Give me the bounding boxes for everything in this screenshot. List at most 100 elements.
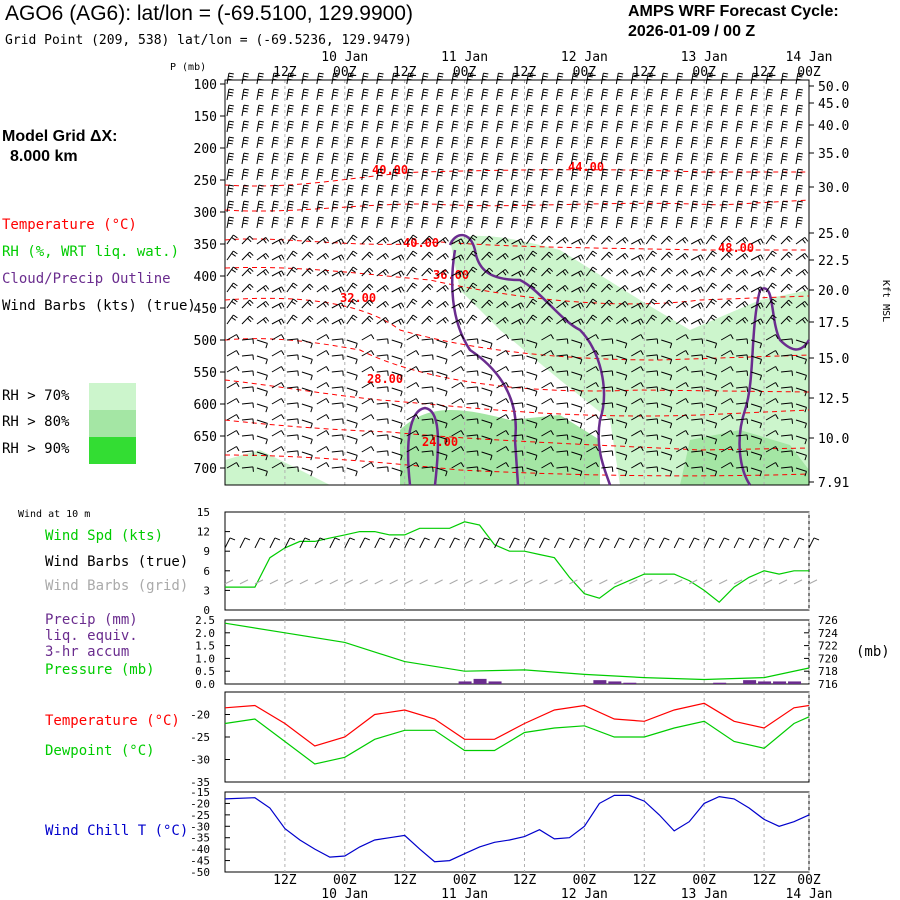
wind-barb-flag [546,237,551,243]
wind-barb-flag [243,91,249,94]
wind-barb-shaft [586,366,597,373]
wind-barb-shaft [556,402,568,405]
wind-barb-shaft [436,153,440,165]
wind-barb-flag [722,152,729,155]
wind-barb-flag [363,168,369,171]
wind-barb [780,88,788,101]
wind-barb [705,168,714,181]
wind-barb-flag [579,391,583,397]
wind-barb-flag [578,256,582,261]
wind-barb-flag [244,537,251,541]
wind-barb [331,270,345,277]
wind-barb-flag [767,168,773,171]
wind-barb-flag [678,104,684,107]
wind-barb-flag [325,301,330,306]
wind-barb-flag [662,203,668,206]
wind-barb [361,88,369,101]
wind-barb-flag [714,343,718,349]
wind-barb-flag [452,206,458,209]
wind-barb-flag [603,184,609,187]
wind-barb-shaft [556,354,568,357]
wind-barb-flag [557,219,563,222]
wind-barb-flag [767,219,773,222]
wind-barb-flag [712,314,717,319]
wind-barb [646,402,659,408]
wind-barb-shaft [376,217,380,229]
wind-barb-flag [624,301,629,306]
wind-barb-shaft [780,434,793,437]
wind-barb-flag [521,418,524,424]
wind-barb-shaft [256,339,268,344]
wind-barb [496,136,504,149]
wind-barb-flag [682,238,687,244]
wind-barb-flag [362,190,368,193]
wind-barb-grid-shaft [763,579,773,585]
wind-barb [750,302,764,309]
wind-barb [691,434,704,440]
wind-barb-flag [452,126,458,129]
wind-barb [226,334,240,341]
wind-barb [571,318,584,325]
wind-barb-flag [781,222,787,225]
wind-barb-shaft [586,414,597,421]
wind-barb [389,537,400,549]
wind-barb-flag [348,184,354,187]
wind-barb-flag [737,104,744,107]
wind-barb-shaft [780,267,790,277]
wind-barb-flag [348,216,354,219]
wind-barb-shaft [750,185,754,197]
wind-barb-flag [287,142,293,145]
wind-barb-flag [445,407,448,413]
wind-barb-flag [546,285,551,291]
wind-barb-shaft [331,302,342,309]
wind-barb-shaft [571,435,583,440]
wind-barb-flag [578,288,582,293]
wind-barb-flag [265,439,268,445]
wind-barb-flag [366,301,372,307]
wind-barb-shaft [720,430,731,437]
wind-barb-flag [445,375,448,381]
wind-barb-flag [624,407,628,413]
wind-barb-flag [602,158,608,161]
wind-barb-flag [322,286,327,292]
wind-barb [331,318,345,325]
wind-barb [331,152,339,165]
wind-barb-flag [498,104,504,107]
wind-barb-flag [589,537,595,541]
wind-barb-flag [606,253,611,259]
wind-barb-shaft [646,450,658,453]
wind-barb [331,254,345,261]
wind-barb [421,200,429,213]
wind-barb-flag [751,126,757,129]
wind-barb-shaft [645,314,654,325]
wind-barb-flag [633,216,639,219]
wind-barb-flag [318,107,324,110]
wind-barb-flag [243,104,249,107]
wind-barb-flag [677,190,683,193]
wind-barb-flag [228,75,234,78]
wind-barb-flag [714,439,718,445]
wind-barb-shaft [616,371,627,376]
wind-barb [630,72,639,85]
wind-barb [585,152,594,165]
wind-barb [795,339,807,349]
wind-barb [780,267,793,277]
wind-barb-flag [640,398,644,404]
wind-barb-grid [793,579,803,585]
wind-barb-flag [602,139,608,142]
wind-barb-flag [737,88,744,91]
wind-barb-flag [400,423,403,429]
wind-barb-flag [460,350,465,356]
wind-barb-flag [407,190,413,193]
wind-barb [601,450,614,456]
wind-barb-shaft [466,450,478,453]
wind-barb-flag [318,136,324,139]
wind-barb-shaft [765,446,776,453]
wind-barb-flag [694,537,700,541]
wind-barb-flag [477,450,479,456]
wind-barb-flag [483,200,489,203]
wind-barb-flag [701,434,704,440]
wind-barb-flag [737,152,744,155]
wind-barb-flag [502,286,507,292]
wind-barb [706,419,718,429]
